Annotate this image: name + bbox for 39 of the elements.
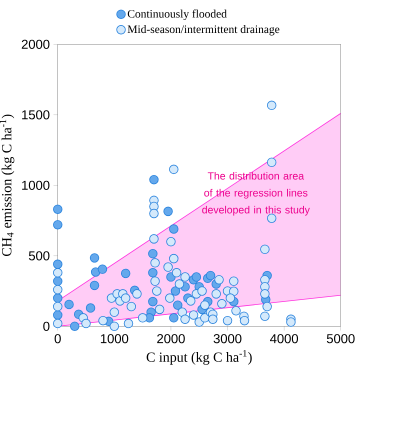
point [120,268,130,278]
x-tick-label: 1000 [100,334,128,344]
point [90,280,100,290]
legend-label: Mid-season/intermittent drainage [128,25,280,36]
point [90,253,100,263]
y-tick-label: 2000 [22,40,50,49]
point [70,322,80,331]
y-axis-title: CH$_{4}$ emission (kg C ha$^{-1}$) [0,114,14,256]
point [173,300,182,310]
point [148,296,158,306]
y-tick-label: 500 [28,251,50,260]
point [53,260,62,269]
x-tick-label: 3000 [214,334,242,344]
point [148,248,158,258]
legend-label: Continuously flooded [128,9,227,20]
x-tick-label: 0 [54,334,61,344]
x-tick-label: 4000 [270,334,298,344]
point [170,286,180,296]
point [192,272,202,282]
point [86,303,96,313]
point [53,220,62,230]
x-axis-title: C input (kg C ha$^{-1}$) [146,350,252,365]
y-tick-label: 0 [43,322,50,331]
y-tick-label: 1500 [22,110,50,120]
point [53,204,62,214]
point [206,270,216,280]
point [53,293,62,303]
y-tick-label: 1000 [22,180,50,190]
point [169,313,178,323]
point [148,268,158,278]
point [163,206,173,216]
x-tick-label: 5000 [326,334,355,344]
x-tick-label: 2000 [157,334,185,344]
point [53,276,62,286]
point [149,174,159,184]
point [98,264,108,274]
point [53,310,62,320]
point [169,224,178,234]
point [64,300,74,310]
